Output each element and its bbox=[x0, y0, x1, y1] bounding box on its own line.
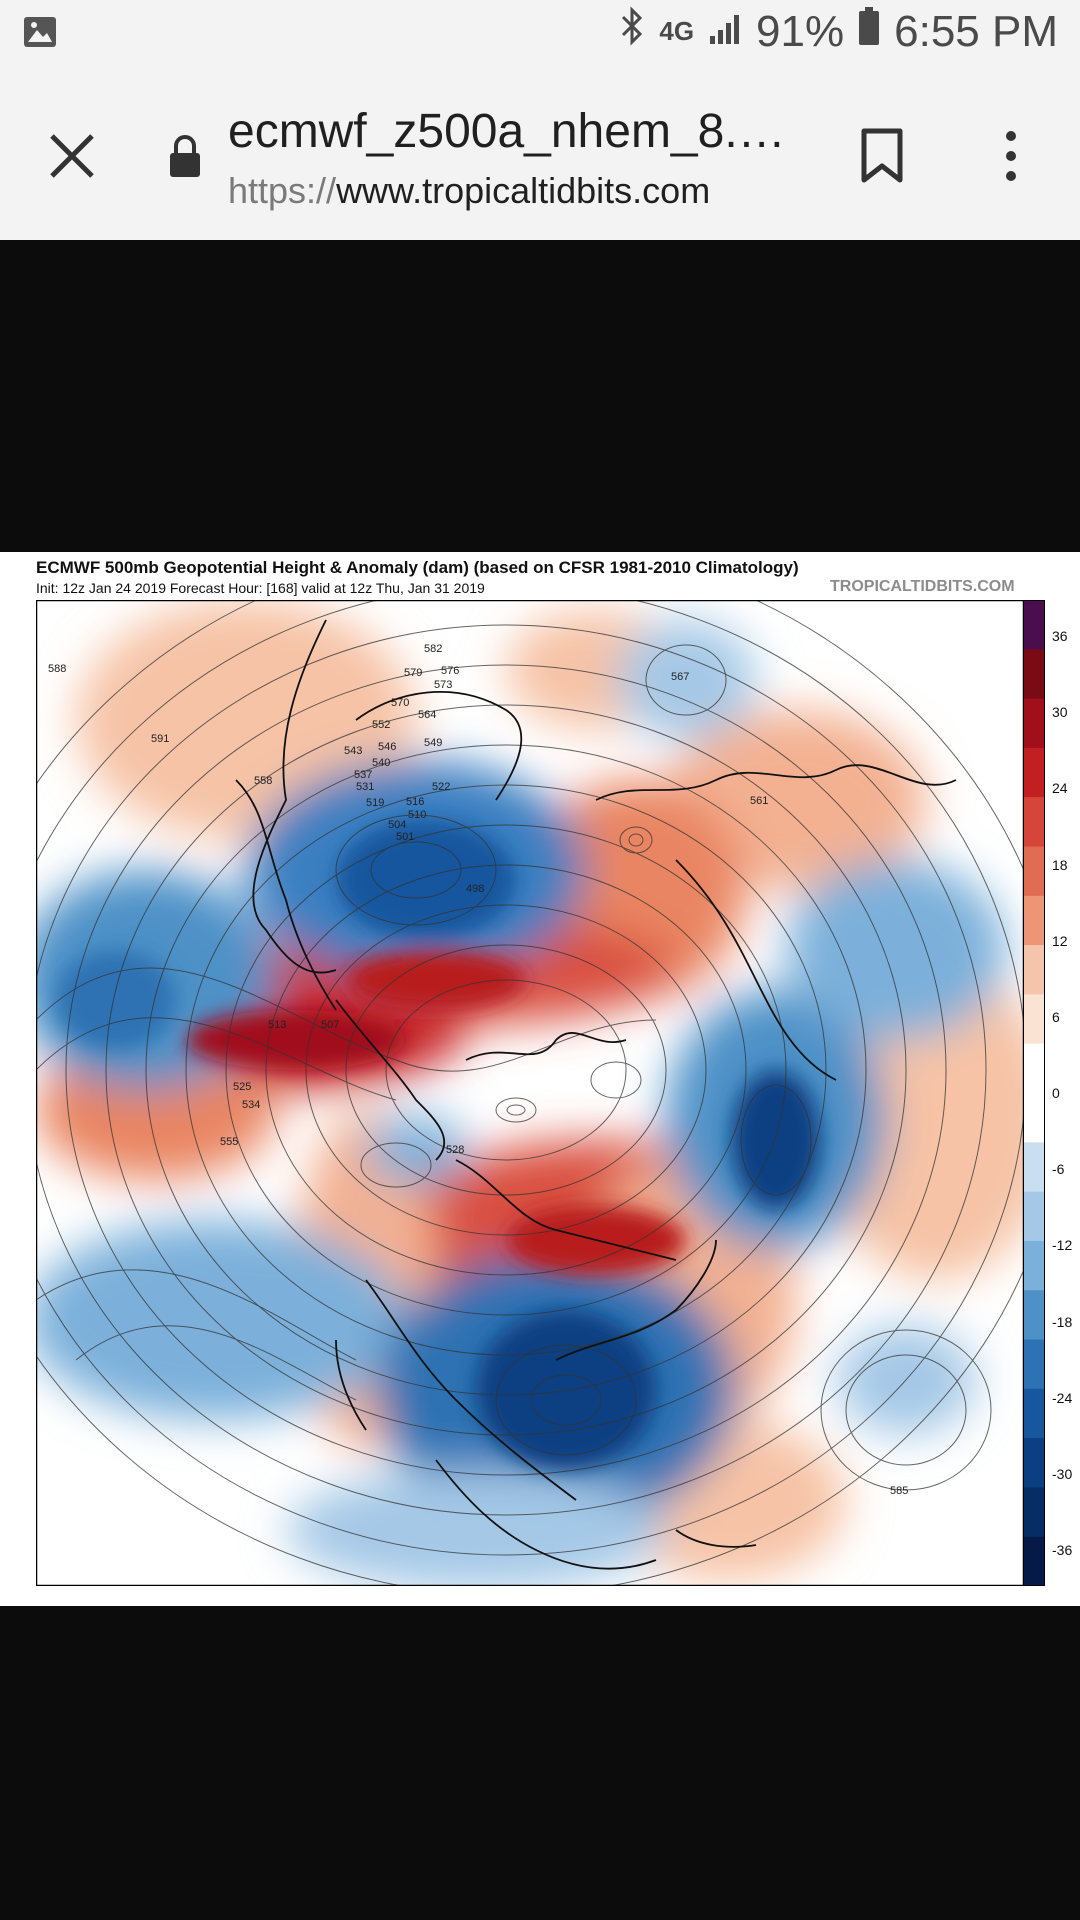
colorbar-swatch bbox=[1023, 1388, 1045, 1439]
colorbar-swatch bbox=[1023, 994, 1045, 1045]
contour-label: 504 bbox=[388, 819, 406, 831]
close-icon[interactable] bbox=[46, 130, 98, 187]
colorbar-swatch bbox=[1023, 846, 1045, 897]
colorbar-swatch bbox=[1023, 1536, 1045, 1586]
colorbar-swatch bbox=[1023, 600, 1045, 650]
contour-label: 543 bbox=[344, 745, 362, 757]
forecast-map-image: ECMWF 500mb Geopotential Height & Anomal… bbox=[0, 552, 1080, 1606]
colorbar-swatch bbox=[1023, 1339, 1045, 1390]
signal-icon bbox=[708, 7, 742, 57]
contour-label: 582 bbox=[424, 643, 442, 655]
colorbar-label: 12 bbox=[1052, 932, 1068, 949]
colorbar-swatch bbox=[1023, 1438, 1045, 1488]
colorbar-label: -30 bbox=[1052, 1465, 1073, 1482]
colorbar-label: 18 bbox=[1052, 856, 1068, 873]
anomaly-shading bbox=[36, 600, 1024, 1586]
contour-label: 531 bbox=[356, 781, 374, 793]
colorbar-swatch bbox=[1023, 649, 1045, 700]
colorbar-label: -24 bbox=[1052, 1389, 1073, 1406]
contour-label: 549 bbox=[424, 737, 442, 749]
more-options-icon[interactable] bbox=[996, 128, 1026, 189]
contour-label: 534 bbox=[242, 1099, 260, 1111]
colorbar-label: 30 bbox=[1052, 704, 1068, 721]
bluetooth-icon bbox=[619, 6, 645, 57]
contour-label: 585 bbox=[890, 1485, 908, 1497]
colorbar-swatch bbox=[1023, 1142, 1045, 1193]
contour-label: 567 bbox=[671, 671, 689, 683]
colorbar-label: 36 bbox=[1052, 628, 1068, 644]
contour-labels: 588 591 582 579 576 573 570 564 549 546 … bbox=[48, 643, 908, 1497]
colorbar-swatch bbox=[1023, 1290, 1045, 1340]
colorbar-swatch bbox=[1023, 698, 1045, 749]
colorbar-label: -12 bbox=[1052, 1237, 1073, 1254]
colorbar-label: -6 bbox=[1052, 1161, 1065, 1178]
contour-label: 558 bbox=[254, 775, 272, 787]
colorbar-swatch bbox=[1023, 1093, 1045, 1143]
status-bar: 4G 91% 6:55 PM bbox=[0, 0, 1080, 70]
browser-toolbar: ecmwf_z500a_nhem_8.… https://www.tropica… bbox=[0, 70, 1080, 241]
colorbar-label: 0 bbox=[1052, 1085, 1060, 1101]
contour-label: 576 bbox=[441, 665, 459, 677]
contour-label: 546 bbox=[378, 741, 396, 753]
colorbar-swatch bbox=[1023, 1191, 1045, 1242]
contour-label: 507 bbox=[321, 1019, 339, 1031]
contour-label: 519 bbox=[366, 797, 384, 809]
contour-label: 564 bbox=[418, 709, 436, 721]
clock: 6:55 PM bbox=[894, 6, 1058, 56]
page-title[interactable]: ecmwf_z500a_nhem_8.… bbox=[228, 105, 786, 158]
contour-label: 570 bbox=[391, 697, 409, 709]
contour-label: 513 bbox=[268, 1019, 286, 1031]
colorbar-label: -18 bbox=[1052, 1313, 1073, 1330]
contour-label: 561 bbox=[750, 795, 768, 807]
contour-label: 498 bbox=[466, 883, 484, 895]
anomaly-colorbar bbox=[1023, 600, 1045, 1586]
colorbar-label: 6 bbox=[1052, 1008, 1060, 1025]
colorbar-swatch bbox=[1023, 1043, 1045, 1094]
contour-label: 573 bbox=[434, 679, 452, 691]
battery-icon bbox=[858, 6, 880, 57]
lock-icon[interactable] bbox=[168, 134, 202, 183]
colorbar-label: -36 bbox=[1052, 1542, 1073, 1558]
colorbar-swatch bbox=[1023, 1240, 1045, 1291]
colorbar-swatch bbox=[1023, 747, 1045, 798]
bookmark-icon[interactable] bbox=[860, 128, 904, 189]
contour-label: 540 bbox=[372, 757, 390, 769]
contour-label: 516 bbox=[406, 796, 424, 808]
colorbar-frame bbox=[1023, 600, 1045, 1586]
battery-percent: 91% bbox=[756, 6, 845, 56]
map-title: ECMWF 500mb Geopotential Height & Anomal… bbox=[36, 558, 799, 577]
contour-label: 588 bbox=[48, 663, 66, 675]
contour-label: 525 bbox=[233, 1081, 251, 1093]
colorbar-swatch bbox=[1023, 945, 1045, 995]
contour-label: 591 bbox=[151, 733, 169, 745]
gallery-notification-icon bbox=[22, 14, 58, 55]
map-brand: TROPICALTIDBITS.COM bbox=[830, 578, 1015, 595]
coastlines bbox=[235, 619, 957, 1570]
colorbar-swatch bbox=[1023, 1487, 1045, 1538]
contour-label: 552 bbox=[372, 719, 390, 731]
contour-label: 501 bbox=[396, 831, 414, 843]
contour-label: 555 bbox=[220, 1136, 238, 1148]
network-type: 4G bbox=[659, 16, 695, 46]
contour-label: 522 bbox=[432, 781, 450, 793]
contour-label: 510 bbox=[408, 809, 426, 821]
url-scheme: https:// bbox=[228, 170, 337, 211]
contour-label: 528 bbox=[446, 1144, 464, 1156]
colorbar-swatch bbox=[1023, 797, 1045, 847]
anomaly-map: 588 591 582 579 576 573 570 564 549 546 … bbox=[36, 600, 1024, 1586]
map-subtitle: Init: 12z Jan 24 2019 Forecast Hour: [16… bbox=[36, 580, 485, 596]
height-contours bbox=[36, 600, 1024, 1586]
contour-label: 579 bbox=[404, 667, 422, 679]
contour-label: 537 bbox=[354, 769, 372, 781]
colorbar-label: 24 bbox=[1052, 780, 1068, 797]
url-host: www.tropicaltidbits.com bbox=[336, 170, 711, 211]
colorbar-swatch bbox=[1023, 895, 1045, 946]
url-display[interactable]: https://www.tropicaltidbits.com bbox=[228, 170, 710, 212]
